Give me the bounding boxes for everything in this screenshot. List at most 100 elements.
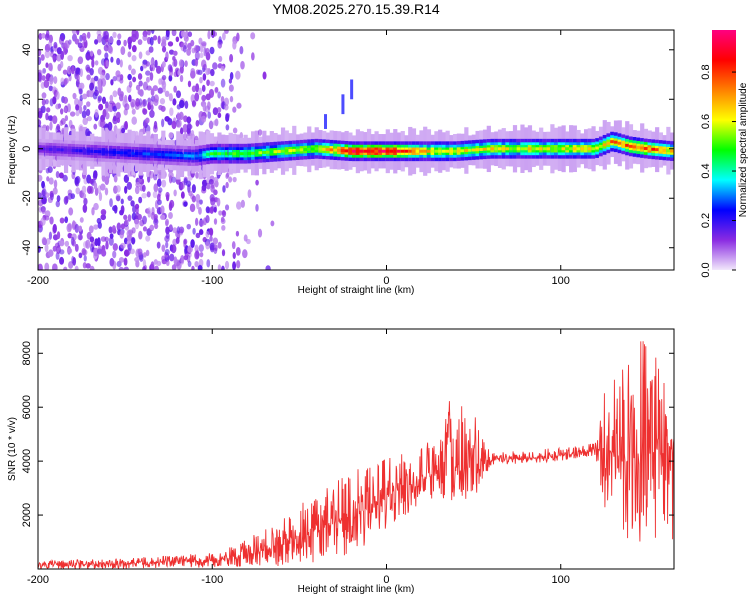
- spectrogram-band-cell: [542, 147, 548, 151]
- spectrogram-cell: [205, 230, 210, 238]
- spectrogram-cell: [270, 220, 275, 227]
- spectrogram-cell: [74, 97, 79, 107]
- spectrogram-cell: [225, 113, 230, 123]
- spectrogram-cell: [153, 213, 158, 220]
- spectrogram-cell: [116, 260, 122, 268]
- spectrogram-band-cell: [527, 147, 533, 151]
- spectrogram-cell: [209, 46, 215, 55]
- spectrogram-cell: [198, 244, 204, 252]
- spectrogram-cell: [100, 72, 106, 81]
- spectrogram-cell: [81, 32, 87, 41]
- spectrogram-cell: [194, 92, 200, 102]
- spectrogram-cell: [74, 243, 79, 252]
- spectrogram-cell: [120, 46, 126, 55]
- spectrogram-cell: [112, 75, 118, 82]
- spectrogram-band-cell: [213, 152, 218, 156]
- spectrogram-cell: [156, 178, 162, 187]
- spectrogram-cell: [38, 174, 43, 182]
- spectrogram-cell: [217, 91, 221, 99]
- spectrogram-cell: [178, 99, 185, 109]
- spectrogram-cell: [180, 191, 185, 199]
- spectrogram-band-cell: [363, 149, 368, 153]
- spectrogram-band-cell: [86, 149, 91, 153]
- spectrogram-cell: [149, 72, 154, 81]
- spectrogram-cell: [192, 227, 196, 235]
- spectrogram-cell: [101, 249, 107, 257]
- spectrogram-band-cell: [164, 153, 170, 157]
- spectrogram-band-cell: [131, 151, 136, 155]
- spectrogram-cell: [89, 243, 94, 253]
- spectrogram-cell: [168, 49, 175, 55]
- spectrogram-cell: [198, 206, 202, 215]
- spectrogram-band-cell: [366, 149, 372, 153]
- spectrogram-band-cell: [310, 147, 316, 151]
- spectrogram-cell: [155, 65, 162, 74]
- spectrogram-band-cell: [329, 148, 334, 152]
- spectrogram-cell: [38, 72, 42, 82]
- spectrogram-cell: [206, 259, 211, 268]
- spectrogram-band-cell: [101, 150, 106, 154]
- spectrogram-band-cell: [224, 152, 230, 156]
- spectrogram-y-tick-label: 0: [21, 146, 33, 152]
- spectrogram-cell: [165, 220, 169, 227]
- spectrogram-band-cell: [262, 151, 267, 154]
- spectrogram-cell: [217, 264, 222, 270]
- spectrogram-band-cell: [93, 150, 99, 153]
- spectrogram-cell: [179, 74, 184, 83]
- spectrogram-cell: [82, 117, 88, 126]
- spectrogram-cell: [153, 265, 160, 270]
- spectrogram-cell: [197, 265, 203, 270]
- spectrogram-cell: [49, 192, 54, 201]
- spectrogram-cell: [42, 67, 47, 74]
- spectrogram-cell: [187, 80, 192, 88]
- spectrogram-cell: [88, 225, 94, 234]
- spectrogram-cell: [168, 93, 173, 102]
- spectrogram-band-cell: [423, 149, 428, 153]
- spectrogram-cell: [96, 33, 102, 43]
- spectrogram-cell: [67, 247, 73, 254]
- snr-panel: -200 -100 0 100 2000 4000 6000 8000 Height of …: [7, 328, 675, 595]
- spectrogram-band-cell: [299, 148, 304, 152]
- spectrogram-cell: [119, 230, 125, 239]
- spectrogram-spur: [324, 114, 328, 129]
- spectrogram-cell: [137, 214, 142, 221]
- spectrogram-cell: [137, 73, 143, 80]
- spectrogram-cell: [116, 39, 121, 46]
- spectrogram-band-cell: [194, 154, 200, 158]
- spectrogram-cell: [145, 235, 151, 242]
- spectrogram-band-cell: [307, 147, 312, 151]
- spectrogram-band-cell: [381, 149, 387, 153]
- spectrogram-cell: [191, 265, 195, 270]
- spectrogram-cell: [156, 193, 161, 202]
- spectrogram-band-cell: [239, 152, 244, 156]
- spectrogram-band-cell: [120, 151, 125, 155]
- spectrogram-band-cell: [254, 151, 259, 155]
- spectrogram-cell: [59, 256, 65, 265]
- spectrogram-cell: [93, 170, 98, 179]
- spectrogram-cell: [236, 102, 242, 109]
- spectrogram-band-cell: [569, 147, 574, 151]
- spectrogram-cell: [208, 120, 214, 130]
- spectrogram-cell: [168, 132, 174, 139]
- spectrogram-cell: [123, 214, 128, 220]
- spectrogram-cell: [53, 179, 58, 189]
- spectrogram-band-cell: [232, 152, 237, 156]
- spectrogram-cell: [71, 255, 75, 264]
- spectrogram-cell: [38, 192, 42, 200]
- colorbar-tick-label: 0.0: [700, 262, 712, 277]
- spectrogram-cell: [224, 260, 230, 270]
- spectrogram-cell: [218, 36, 222, 45]
- spectrogram-cell: [171, 30, 177, 37]
- spectrogram-cell: [47, 115, 53, 121]
- spectrogram-cell: [128, 41, 132, 50]
- spectrogram-cell: [149, 36, 154, 46]
- spectrogram-cell: [145, 76, 150, 83]
- spectrogram-cell: [93, 202, 99, 211]
- spectrogram-cell: [100, 209, 107, 216]
- spectrogram-cell: [108, 36, 114, 44]
- spectrogram-cell: [235, 230, 240, 237]
- spectrogram-cell: [52, 96, 57, 105]
- spectrogram-cell: [55, 103, 61, 110]
- spectrogram-band-cell: [460, 149, 465, 153]
- spectrogram-band-cell: [280, 149, 286, 153]
